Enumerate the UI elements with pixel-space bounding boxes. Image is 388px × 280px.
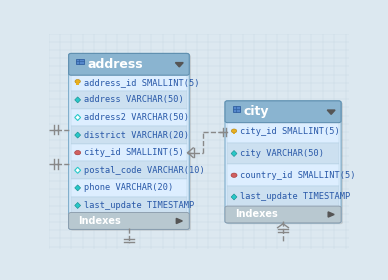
Circle shape (231, 129, 237, 133)
Bar (227, 208, 339, 221)
FancyBboxPatch shape (227, 102, 343, 224)
FancyBboxPatch shape (69, 53, 189, 229)
Circle shape (231, 173, 237, 177)
Bar (227, 164, 339, 186)
Circle shape (74, 151, 81, 155)
Bar (71, 55, 187, 73)
FancyBboxPatch shape (69, 53, 189, 75)
FancyBboxPatch shape (69, 213, 189, 229)
Text: city VARCHAR(50): city VARCHAR(50) (240, 149, 324, 158)
Polygon shape (231, 150, 237, 157)
Bar (233, 106, 240, 112)
FancyBboxPatch shape (71, 55, 191, 231)
Circle shape (75, 80, 80, 83)
Text: address: address (88, 58, 143, 71)
Text: phone VARCHAR(20): phone VARCHAR(20) (84, 183, 173, 192)
Text: address2 VARCHAR(50): address2 VARCHAR(50) (84, 113, 189, 122)
Bar (71, 73, 187, 91)
Text: address VARCHAR(50): address VARCHAR(50) (84, 95, 184, 104)
Bar (227, 143, 339, 164)
Text: city: city (244, 105, 269, 118)
Text: district VARCHAR(20): district VARCHAR(20) (84, 130, 189, 140)
FancyBboxPatch shape (225, 101, 341, 123)
Bar (76, 83, 79, 85)
Polygon shape (75, 202, 81, 209)
Bar (227, 121, 339, 143)
Polygon shape (328, 212, 334, 217)
Bar (71, 197, 187, 214)
Text: Indexes: Indexes (235, 209, 278, 220)
FancyBboxPatch shape (225, 206, 341, 223)
Text: country_id SMALLINT(5): country_id SMALLINT(5) (240, 171, 355, 180)
Text: address_id SMALLINT(5): address_id SMALLINT(5) (84, 78, 199, 87)
Text: last_update TIMESTAMP: last_update TIMESTAMP (240, 192, 350, 201)
Polygon shape (75, 115, 81, 120)
Bar (227, 208, 339, 211)
Bar (71, 162, 187, 179)
Bar (71, 109, 187, 126)
Polygon shape (327, 110, 335, 114)
Text: last_update TIMESTAMP: last_update TIMESTAMP (84, 201, 194, 210)
Bar (71, 214, 187, 218)
Bar (71, 126, 187, 144)
Bar (71, 144, 187, 162)
Bar (227, 102, 339, 121)
Text: postal_code VARCHAR(10): postal_code VARCHAR(10) (84, 166, 204, 175)
Text: Indexes: Indexes (78, 216, 121, 226)
Polygon shape (75, 132, 81, 138)
Bar (76, 59, 84, 64)
Polygon shape (75, 185, 81, 191)
Bar (227, 118, 339, 121)
Polygon shape (75, 167, 81, 173)
Bar (71, 179, 187, 197)
Bar (233, 133, 235, 134)
Polygon shape (175, 63, 183, 67)
Polygon shape (231, 194, 237, 200)
Polygon shape (176, 218, 182, 223)
Bar (71, 214, 187, 228)
Polygon shape (75, 97, 81, 103)
Bar (71, 70, 187, 73)
Bar (71, 91, 187, 109)
FancyBboxPatch shape (225, 101, 341, 223)
Text: city_id SMALLINT(5): city_id SMALLINT(5) (240, 127, 340, 136)
Text: city_id SMALLINT(5): city_id SMALLINT(5) (84, 148, 184, 157)
Bar (227, 186, 339, 208)
